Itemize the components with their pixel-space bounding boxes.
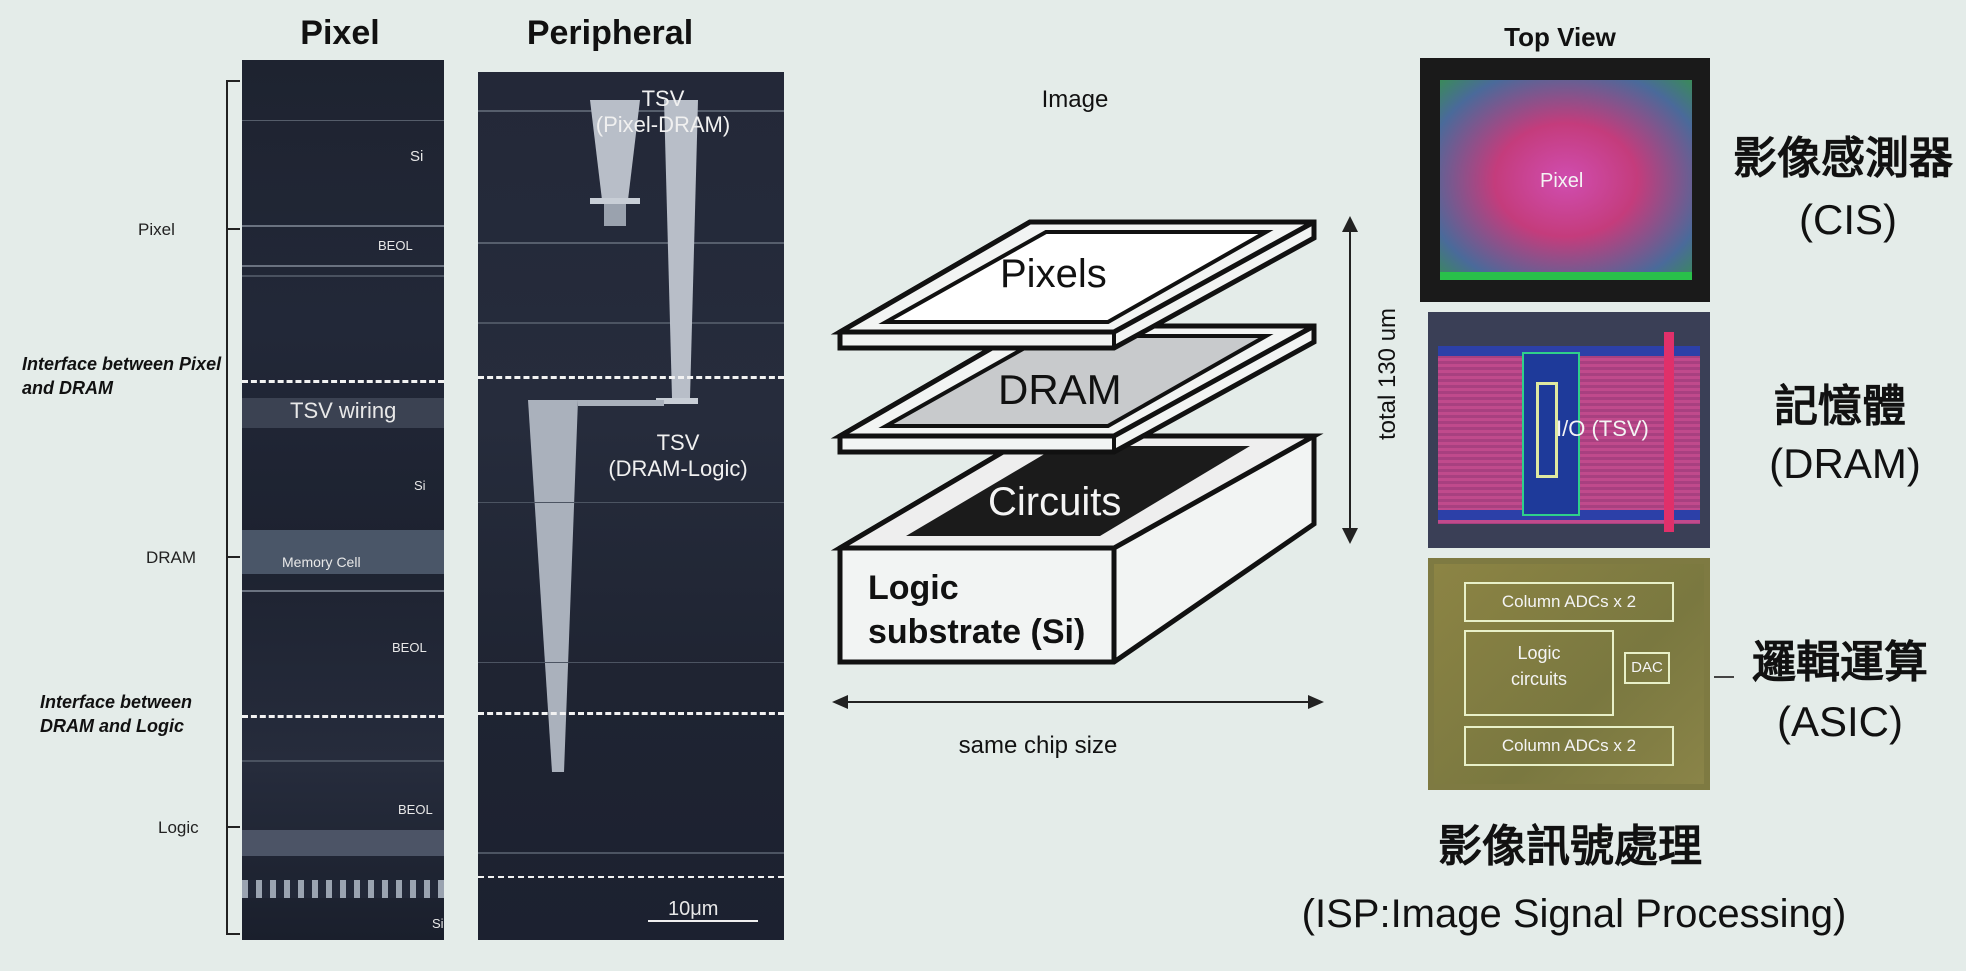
cis-cn-label: 影像感測器 (1733, 133, 1953, 184)
image-header: Image (1041, 86, 1109, 113)
cis-pixel-label: Pixel (1540, 170, 1584, 192)
adc-top: Column ADCs x 2 (1464, 582, 1674, 622)
tsv-shapes (478, 100, 784, 854)
logic-substrate-label: Logic substrate (Si) (868, 569, 1086, 651)
peripheral-cross-section: TSV (Pixel-DRAM) TSV (DRAM-Logic) 10μm (478, 72, 784, 940)
dram-en-label: (DRAM) (1769, 440, 1921, 487)
top-view-header: Top View (1504, 22, 1616, 52)
isp-cn-label: 影像訊號處理 (1438, 821, 1702, 872)
left-bracket (226, 80, 228, 935)
logic-circuits-block: Logic circuits (1464, 630, 1614, 716)
peripheral-header: Peripheral (526, 14, 694, 52)
pixel-cross-section: Si BEOL TSV wiring Si Memory Cell BEOL B… (242, 60, 444, 940)
dram-cn-label: 記憶體 (1774, 381, 1906, 432)
cis-en-label: (CIS) (1799, 196, 1897, 243)
isp-en-label: (ISP:Image Signal Processing) (1301, 892, 1847, 936)
scale-label: 10μm (668, 898, 719, 920)
pixel-header: Pixel (300, 14, 380, 52)
scale-bar (648, 920, 758, 922)
dram-chip-photo: I/O (TSV) (1428, 312, 1710, 548)
asic-en-label: (ASIC) (1777, 698, 1903, 745)
tsv-wiring-label: TSV wiring (290, 398, 397, 423)
chip-size-arrow (832, 695, 1324, 709)
interface-pixel-dram-label: Interface between Pixel and DRAM (22, 354, 222, 398)
circuits-layer-label: Circuits (988, 480, 1122, 524)
dac-block: DAC (1624, 652, 1670, 684)
chip-stack-diagram (830, 219, 1324, 665)
left-label-dram: DRAM (146, 548, 197, 567)
thickness-label: total 130 um (1374, 307, 1401, 441)
adc-bottom: Column ADCs x 2 (1464, 726, 1674, 766)
asic-chip-photo: Column ADCs x 2 Logic circuits DAC Colum… (1428, 558, 1710, 790)
asic-cn-label: 邏輯運算 (1752, 637, 1928, 688)
cis-chip-photo: Pixel (1420, 58, 1710, 302)
left-label-pixel: Pixel (138, 220, 175, 239)
interface-dram-logic-label: Interface between DRAM and Logic (40, 692, 193, 736)
left-label-logic: Logic (158, 818, 199, 837)
chip-size-label: same chip size (958, 732, 1118, 759)
pixels-layer-label: Pixels (1000, 252, 1107, 296)
tsv-dram-logic-label: TSV (DRAM-Logic) (608, 430, 748, 481)
dram-io-label: I/O (TSV) (1556, 416, 1649, 441)
dram-layer-label: DRAM (998, 366, 1122, 413)
thickness-arrow (1342, 216, 1358, 544)
tsv-pixel-dram-label: TSV (Pixel-DRAM) (595, 86, 731, 137)
memory-cell-label: Memory Cell (282, 554, 361, 570)
